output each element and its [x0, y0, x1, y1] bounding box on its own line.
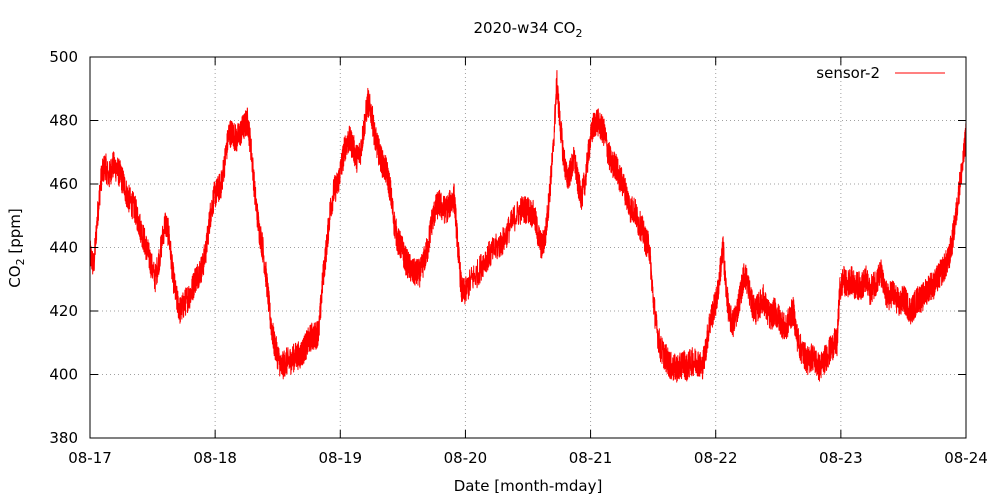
x-tick-label: 08-21: [569, 449, 613, 467]
y-tick-label: 480: [49, 112, 78, 130]
series-layer: [89, 69, 967, 383]
y-tick-label: 460: [49, 175, 78, 193]
y-tick-label: 440: [49, 239, 78, 257]
x-tick-label: 08-17: [68, 449, 112, 467]
x-axis-label: Date [month-mday]: [454, 477, 603, 495]
legend-entry-sensor-2: sensor-2: [816, 64, 880, 82]
y-tick-label: 380: [49, 429, 78, 447]
chart-title: 2020-w34 CO2: [474, 19, 583, 40]
x-tick-label: 08-23: [819, 449, 863, 467]
axis-ticks: 380 400 420 440 460 480 500 08-17 08-18 08-19 08-2…: [49, 48, 987, 467]
y-tick-label: 420: [49, 302, 78, 320]
x-tick-label: 08-24: [944, 449, 988, 467]
x-tick-label: 08-19: [318, 449, 362, 467]
x-tick-label: 08-18: [193, 449, 237, 467]
y-tick-label: 500: [49, 48, 78, 66]
y-axis-label: CO2 [ppm]: [6, 208, 27, 287]
y-tick-label: 400: [49, 366, 78, 384]
x-tick-label: 08-22: [694, 449, 738, 467]
legend: sensor-2: [816, 64, 945, 82]
series-line-sensor-2: [89, 69, 967, 383]
x-tick-label: 08-20: [444, 449, 488, 467]
